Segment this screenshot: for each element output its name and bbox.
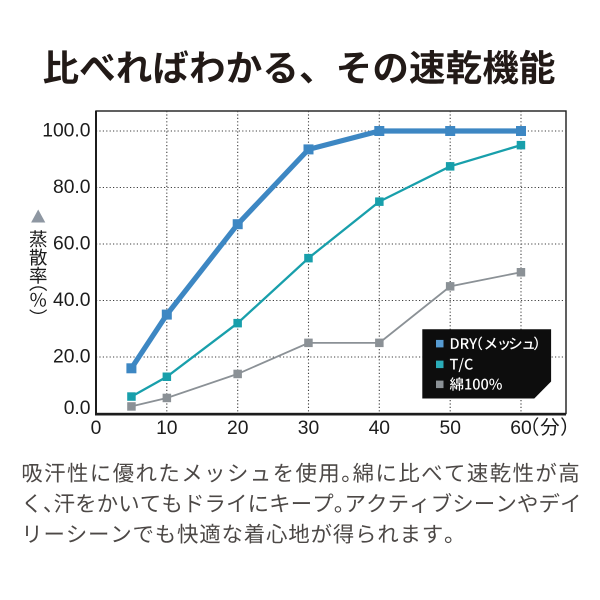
svg-text:20.0: 20.0 — [53, 347, 91, 368]
svg-text:50: 50 — [439, 418, 460, 439]
svg-text:10: 10 — [156, 418, 177, 439]
svg-text:20: 20 — [227, 418, 248, 439]
svg-text:80.0: 80.0 — [53, 177, 91, 198]
svg-text:0: 0 — [91, 418, 102, 439]
svg-text:60.0: 60.0 — [53, 234, 91, 255]
svg-text:40: 40 — [369, 418, 390, 439]
svg-text:0.0: 0.0 — [64, 398, 91, 419]
svg-text:30: 30 — [298, 418, 319, 439]
svg-text:60: 60 — [510, 418, 531, 439]
svg-text:100.0: 100.0 — [42, 121, 90, 142]
svg-text:40.0: 40.0 — [53, 290, 91, 311]
